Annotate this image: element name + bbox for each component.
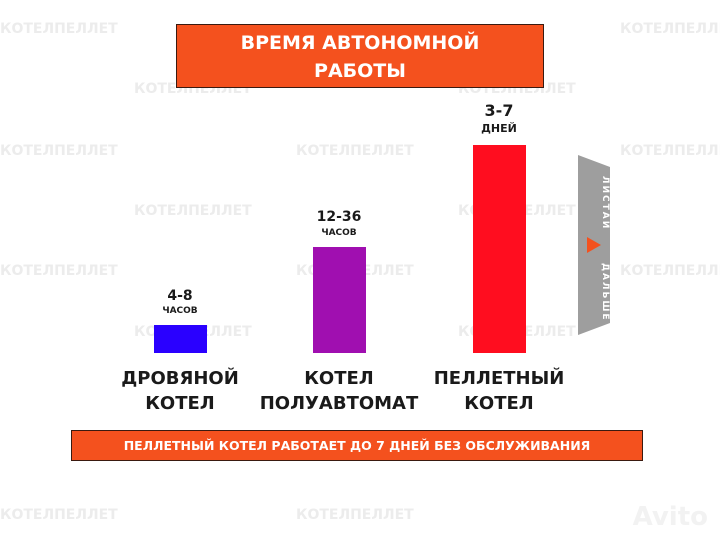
title-line: ВРЕМЯ АВТОНОМНОЙ bbox=[240, 32, 480, 54]
watermark: КОТЕЛПЕЛЛЕТ bbox=[0, 21, 118, 37]
bar-range: 4-8 bbox=[167, 288, 193, 304]
watermark: КОТЕЛПЕЛЛЕТ bbox=[0, 507, 118, 523]
watermark: КОТЕЛПЕЛЛЕТ bbox=[620, 143, 720, 159]
bar-unit: ЧАСОВ bbox=[162, 306, 198, 316]
banner: ПЕЛЛЕТНЫЙ КОТЕЛ РАБОТАЕТ ДО 7 ДНЕЙ БЕЗ О… bbox=[71, 430, 643, 461]
hint-shape bbox=[578, 155, 610, 335]
hint-text: ЛИСТАЙ bbox=[600, 175, 610, 231]
bar bbox=[313, 247, 366, 353]
logo: Avito bbox=[632, 502, 708, 532]
category-line: ПЕЛЛЕТНЫЙ bbox=[433, 368, 565, 389]
bar bbox=[473, 145, 526, 353]
bar-category: КОТЕЛ ПОЛУАВТОМАТ bbox=[239, 366, 439, 416]
category-line: ПОЛУАВТОМАТ bbox=[259, 393, 419, 414]
bar-category: ПЕЛЛЕТНЫЙ КОТЕЛ bbox=[399, 366, 599, 416]
category-line: КОТЕЛ bbox=[145, 393, 215, 414]
bar-category: ДРОВЯНОЙ КОТЕЛ bbox=[80, 366, 280, 416]
watermark: КОТЕЛПЕЛЛЕТ bbox=[0, 143, 118, 159]
bar-range: 12-36 bbox=[316, 209, 362, 225]
watermark: КОТЕЛПЕЛЛЕТ bbox=[0, 263, 118, 279]
bar bbox=[154, 325, 207, 353]
category-line: КОТЕЛ bbox=[304, 368, 374, 389]
watermark: КОТЕЛПЕЛЛЕТ bbox=[620, 263, 720, 279]
swipe-hint: ЛИСТАЙ ДАЛЬШЕ bbox=[578, 155, 610, 335]
watermark: КОТЕЛПЕЛЛЕТ bbox=[296, 143, 414, 159]
watermark: КОТЕЛПЕЛЛЕТ bbox=[620, 21, 720, 37]
hint-text: ДАЛЬШЕ bbox=[600, 262, 610, 322]
bar-unit: ДНЕЙ bbox=[481, 122, 517, 135]
bar-unit: ЧАСОВ bbox=[321, 228, 357, 238]
title-line: РАБОТЫ bbox=[314, 60, 406, 82]
watermark: КОТЕЛПЕЛЛЕТ bbox=[134, 203, 252, 219]
category-line: ДРОВЯНОЙ bbox=[121, 368, 239, 389]
category-line: КОТЕЛ bbox=[464, 393, 534, 414]
title-box: ВРЕМЯ АВТОНОМНОЙ РАБОТЫ bbox=[176, 24, 544, 88]
bar-range: 3-7 bbox=[484, 101, 514, 120]
watermark: КОТЕЛПЕЛЛЕТ bbox=[296, 507, 414, 523]
